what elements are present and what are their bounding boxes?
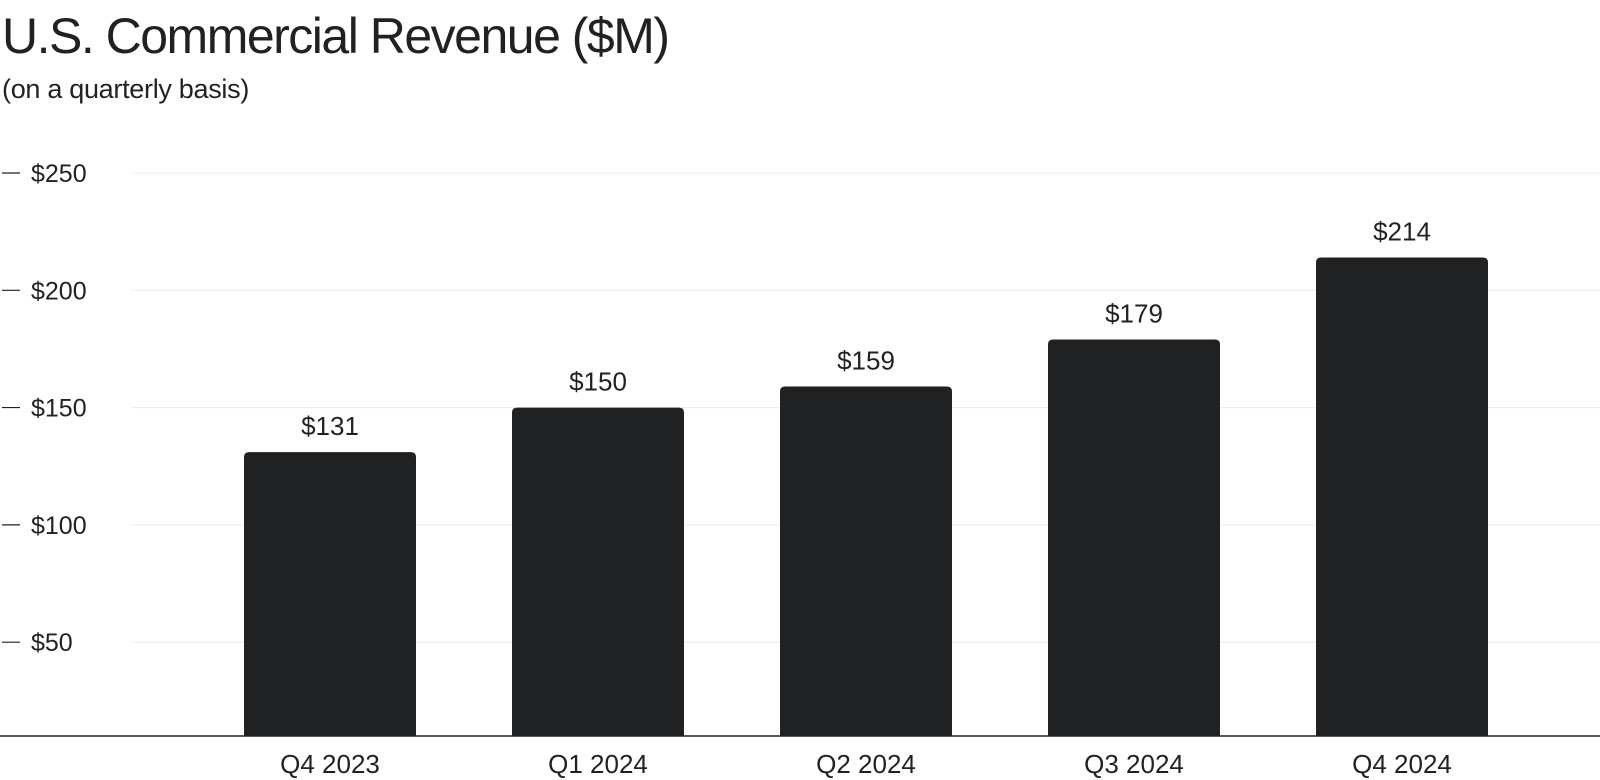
bar <box>1048 339 1220 736</box>
y-axis: $50 $100 $150 $200 $250 <box>2 160 87 657</box>
bar-value-label: $150 <box>569 367 627 397</box>
bar <box>780 386 952 736</box>
x-tick-label: Q4 2023 <box>280 749 380 779</box>
bar-value-label: $159 <box>837 345 895 375</box>
x-tick-label: Q2 2024 <box>816 749 916 779</box>
x-tick-label: Q1 2024 <box>548 749 648 779</box>
x-axis: Q4 2023 Q1 2024 Q2 2024 Q3 2024 Q4 2024 <box>0 735 1600 779</box>
chart-subtitle: (on a quarterly basis) <box>2 74 250 104</box>
y-tick-label: $100 <box>31 512 87 540</box>
y-tick-label: $50 <box>31 629 73 657</box>
bar <box>1316 257 1488 736</box>
bar <box>512 407 684 736</box>
bar-value-label: $131 <box>301 411 359 441</box>
y-tick-label: $250 <box>31 160 87 188</box>
bar-value-label: $179 <box>1105 299 1163 329</box>
chart-title: U.S. Commercial Revenue ($M) <box>2 8 670 64</box>
y-tick-label: $200 <box>31 277 87 305</box>
bar <box>244 452 416 736</box>
x-tick-label: Q3 2024 <box>1084 749 1184 779</box>
bars <box>244 257 1488 736</box>
bar-value-label: $214 <box>1373 216 1431 246</box>
y-tick-label: $150 <box>31 395 87 423</box>
data-labels: $131 $150 $159 $179 $214 <box>301 216 1431 441</box>
x-tick-label: Q4 2024 <box>1352 749 1452 779</box>
